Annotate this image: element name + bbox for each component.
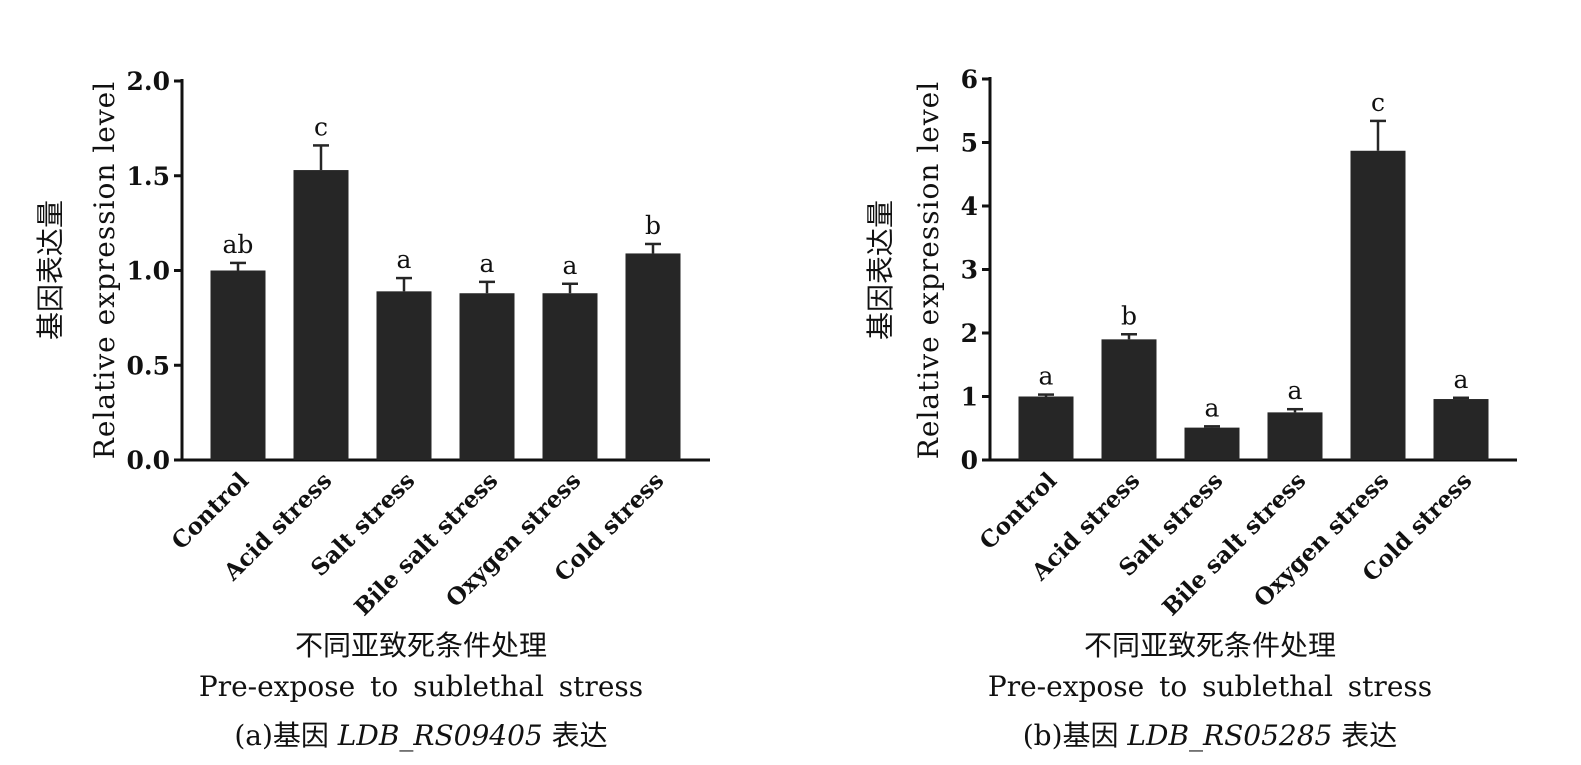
chart-a-bar <box>459 293 515 460</box>
chart-b-ytick-label: 6 <box>961 65 978 94</box>
chart-a-category-label: Control <box>166 467 254 555</box>
chart-a-bar <box>376 291 432 460</box>
chart-b-caption-prefix: (b)基因 <box>1023 719 1128 752</box>
chart-b-ylabel-cn: 基因表达量 <box>864 200 897 340</box>
chart-a-bar <box>625 253 681 460</box>
chart-b-ylabel-en: Relative expression level <box>912 81 945 459</box>
chart-a-significance-label: a <box>480 249 495 278</box>
chart-a-xlabel-cn: 不同亚致死条件处理 <box>295 629 547 662</box>
chart-a-category-label: Bile salt stress <box>349 467 503 621</box>
chart-a-ytick-label: 1.0 <box>127 257 171 286</box>
chart-a-bar <box>210 270 266 460</box>
chart-b-category-label: Control <box>974 467 1062 555</box>
chart-b-significance-label: b <box>1121 301 1137 330</box>
chart-a-significance-label: a <box>397 245 412 274</box>
chart-b-bar <box>1184 427 1240 460</box>
chart-b-caption-gene: LDB_RS05285 <box>1126 719 1332 752</box>
chart-b-bar <box>1433 399 1489 460</box>
chart-a-significance-label: a <box>563 251 578 280</box>
chart-b-significance-label: a <box>1039 362 1054 391</box>
chart-b-significance-label: a <box>1288 376 1303 405</box>
chart-b-bar <box>1350 150 1406 460</box>
chart-b-ytick-label: 5 <box>961 129 978 158</box>
chart-a-significance-label: c <box>314 112 328 141</box>
chart-a-ylabel-cn: 基因表达量 <box>34 200 67 340</box>
chart-a-bar <box>293 170 349 460</box>
chart-b-caption-suffix: 表达 <box>1332 719 1397 752</box>
chart-a-caption-gene: LDB_RS09405 <box>337 719 543 752</box>
chart-b-category-label: Bile salt stress <box>1157 467 1311 621</box>
chart-a-significance-label: b <box>645 211 661 240</box>
chart-a-xlabel-en: Pre-expose to sublethal stress <box>199 670 643 703</box>
chart-a-ytick-label: 2.0 <box>127 67 171 96</box>
chart-a-ytick-label: 1.5 <box>127 162 171 191</box>
chart-a-bar <box>542 293 598 460</box>
chart-b-bar <box>1018 396 1074 460</box>
chart-b-significance-label: c <box>1371 88 1385 117</box>
chart-b-ytick-label: 3 <box>961 256 978 285</box>
chart-a-caption-suffix: 表达 <box>543 719 608 752</box>
chart-b-ytick-label: 2 <box>961 319 978 348</box>
chart-a-significance-label: ab <box>223 230 254 259</box>
chart-a-ytick-label: 0.0 <box>127 446 171 475</box>
chart-a-ylabel-en: Relative expression level <box>88 81 121 459</box>
chart-b-bar <box>1101 339 1157 460</box>
chart-a-ytick-label: 0.5 <box>127 351 171 380</box>
chart-a-caption-prefix: (a)基因 <box>234 719 337 752</box>
chart-b-xlabel-en: Pre-expose to sublethal stress <box>988 670 1432 703</box>
chart-b-ytick-label: 1 <box>961 383 978 412</box>
chart-b-xlabel-cn: 不同亚致死条件处理 <box>1084 629 1336 662</box>
chart-b-caption: (b)基因 LDB_RS05285 表达 <box>1023 719 1398 752</box>
chart-b-ytick-label: 0 <box>961 446 978 475</box>
chart-b-significance-label: a <box>1205 393 1220 422</box>
chart-b-ytick-label: 4 <box>961 192 978 221</box>
chart-b-bar <box>1267 412 1323 460</box>
chart-b-significance-label: a <box>1454 365 1469 394</box>
chart-a-caption: (a)基因 LDB_RS09405 表达 <box>234 719 607 752</box>
